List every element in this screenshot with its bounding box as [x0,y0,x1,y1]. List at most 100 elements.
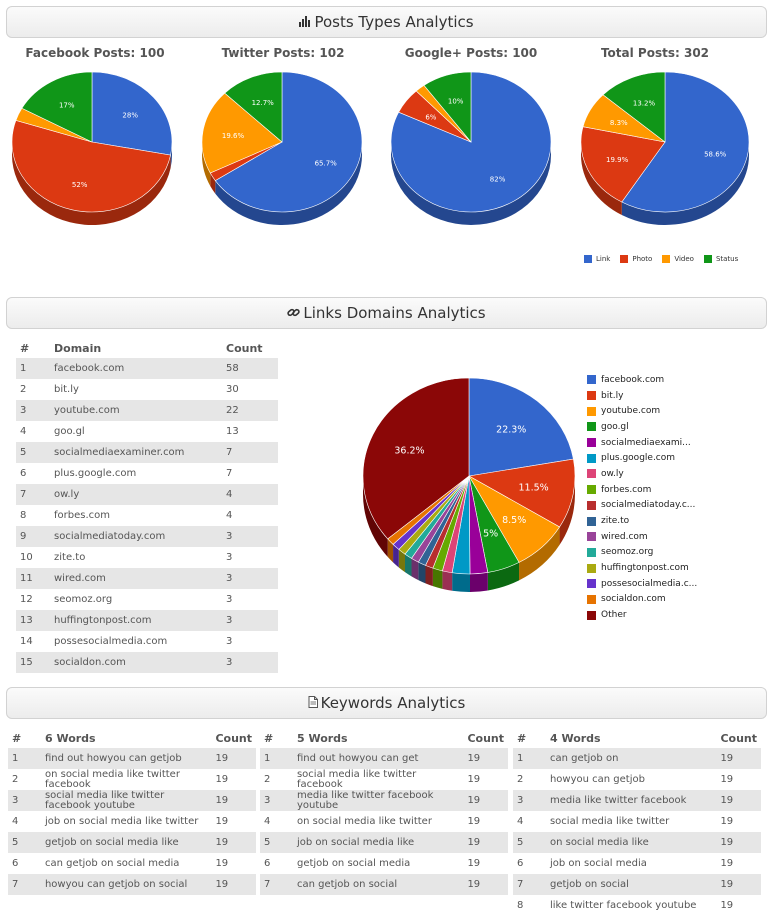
legend-label: wired.com [601,531,648,542]
googleplus-pie-chart: 82% 6% 10% [390,71,552,225]
row-count: 3 [226,552,233,563]
table-row: 1 can getjob on 19 [513,748,761,769]
table-row: 15 socialdon.com 3 [16,652,278,673]
row-count: 3 [222,526,278,547]
domains-legend-item: socialdon.com [587,592,697,608]
table-row: 12 seomoz.org 3 [16,589,278,610]
row-phrase: find out howyou can get [292,748,464,769]
row-count: 19 [467,857,481,869]
domains-legend-item: possesocialmedia.c... [587,576,697,592]
table-row: 14 possesocialmedia.com 3 [16,631,278,652]
kw-col-header: # [12,731,22,745]
row-domain: bit.ly [54,384,79,395]
row-domain: possesocialmedia.com [54,636,168,647]
row-count: 19 [211,832,256,853]
table-row: 5 job on social media like 19 [260,832,508,853]
row-rank: 10 [20,552,33,563]
domains-legend: facebook.com bit.ly youtube.com goo.gl socia… [587,372,697,623]
col-header-domain: Domain [54,341,102,355]
row-domain: wired.com [50,568,222,589]
table-row: 6 getjob on social media 19 [260,853,508,874]
legend-label: youtube.com [601,406,661,417]
row-rank: 6 [12,857,19,869]
row-count: 19 [720,815,734,827]
pie-side-4-3 [487,562,520,591]
row-phrase: can getjob on social [292,874,464,895]
row-domain: plus.google.com [54,468,137,479]
row-rank: 2 [20,384,27,395]
pie-side-4-15 [363,476,388,557]
row-phrase: on social media like twitter [296,815,432,827]
table-row: 2 social media like twitter facebook 19 [260,769,508,790]
row-domain: socialmediatoday.com [50,526,222,547]
table-row: 1 facebook.com 58 [16,358,278,379]
pie-side-2-0 [391,142,551,225]
legend-label: facebook.com [601,374,665,385]
pie-label-4-1: 11.5% [518,482,548,493]
facebook-pie-title: Facebook Posts: 100 [25,46,165,60]
row-phrase: getjob on social media like [40,832,212,853]
pie-label-2-1: 6% [425,113,436,121]
kw-col-header: 6 Words [44,731,96,745]
legend-label: possesocialmedia.c... [601,578,698,589]
pie-side-4-6 [442,570,453,591]
table-row: 2 on social media like twitter facebook 19 [8,769,256,790]
row-count: 30 [226,384,239,395]
row-rank: 1 [513,748,546,769]
pie-label-3-1: 19.9% [606,156,629,164]
domains-legend-item: huffingtonpost.com [587,560,697,576]
pie-label-1-3: 12.7% [252,99,275,107]
domains-legend-item: zite.to [587,513,697,529]
table-row: 5 getjob on social media like 19 [8,832,256,853]
legend-swatch [587,500,596,510]
link-icon [287,304,301,322]
domains-legend-item: ow.ly [587,466,697,482]
row-rank: 6 [264,857,271,869]
legend-swatch [587,438,596,448]
table-row: 5 on social media like 19 [513,832,761,853]
row-phrase: social media like twitter [549,815,670,827]
table-row: 6 can getjob on social media 19 [8,853,256,874]
row-phrase: howyou can getjob [549,773,645,785]
pie-side-4-11 [404,554,412,577]
domains-legend-item: youtube.com [587,403,697,419]
row-count: 19 [463,748,508,769]
table-row: 4 on social media like twitter 19 [260,811,508,832]
row-rank: 7 [16,484,50,505]
row-domain: seomoz.org [54,594,113,605]
pie-side-1-0 [215,142,362,225]
row-rank: 11 [16,568,50,589]
row-rank: 5 [260,832,293,853]
kw-col-header: Count [215,731,252,745]
googleplus-pie-title: Google+ Posts: 100 [404,46,538,60]
row-rank: 9 [16,526,50,547]
row-count: 19 [467,773,481,785]
legend-label: huffingtonpost.com [601,563,689,574]
pie-slice-3-1 [580,126,666,203]
post-types-legend: Link Photo Video Status [584,255,738,263]
row-domain: huffingtonpost.com [50,610,222,631]
legend-swatch [587,469,596,479]
row-rank: 5 [513,832,546,853]
row-rank: 14 [20,636,33,647]
domains-legend-item: plus.google.com [587,450,697,466]
legend-label: bit.ly [601,390,624,401]
row-rank: 13 [16,610,50,631]
legend-label: ow.ly [601,468,624,479]
row-count: 22 [222,400,278,421]
legend-label: zite.to [601,516,630,527]
row-rank: 6 [20,468,27,479]
row-phrase: media like twitter facebook youtube [292,790,464,811]
domains-legend-item: facebook.com [587,372,697,388]
pie-side-1-1 [210,172,216,194]
legend-swatch [587,391,596,401]
row-rank: 4 [20,426,27,437]
pie-side-3-1 [581,142,622,216]
table-row: 1 find out howyou can get 19 [260,748,508,769]
row-count: 19 [215,773,229,785]
table-row: 2 howyou can getjob 19 [513,769,761,790]
kw-col-header: Count [467,731,504,745]
keywords-header: Keywords Analytics [6,687,767,719]
table-row: 8 forbes.com 4 [16,505,278,526]
pie-label-4-3: 5% [483,528,498,539]
